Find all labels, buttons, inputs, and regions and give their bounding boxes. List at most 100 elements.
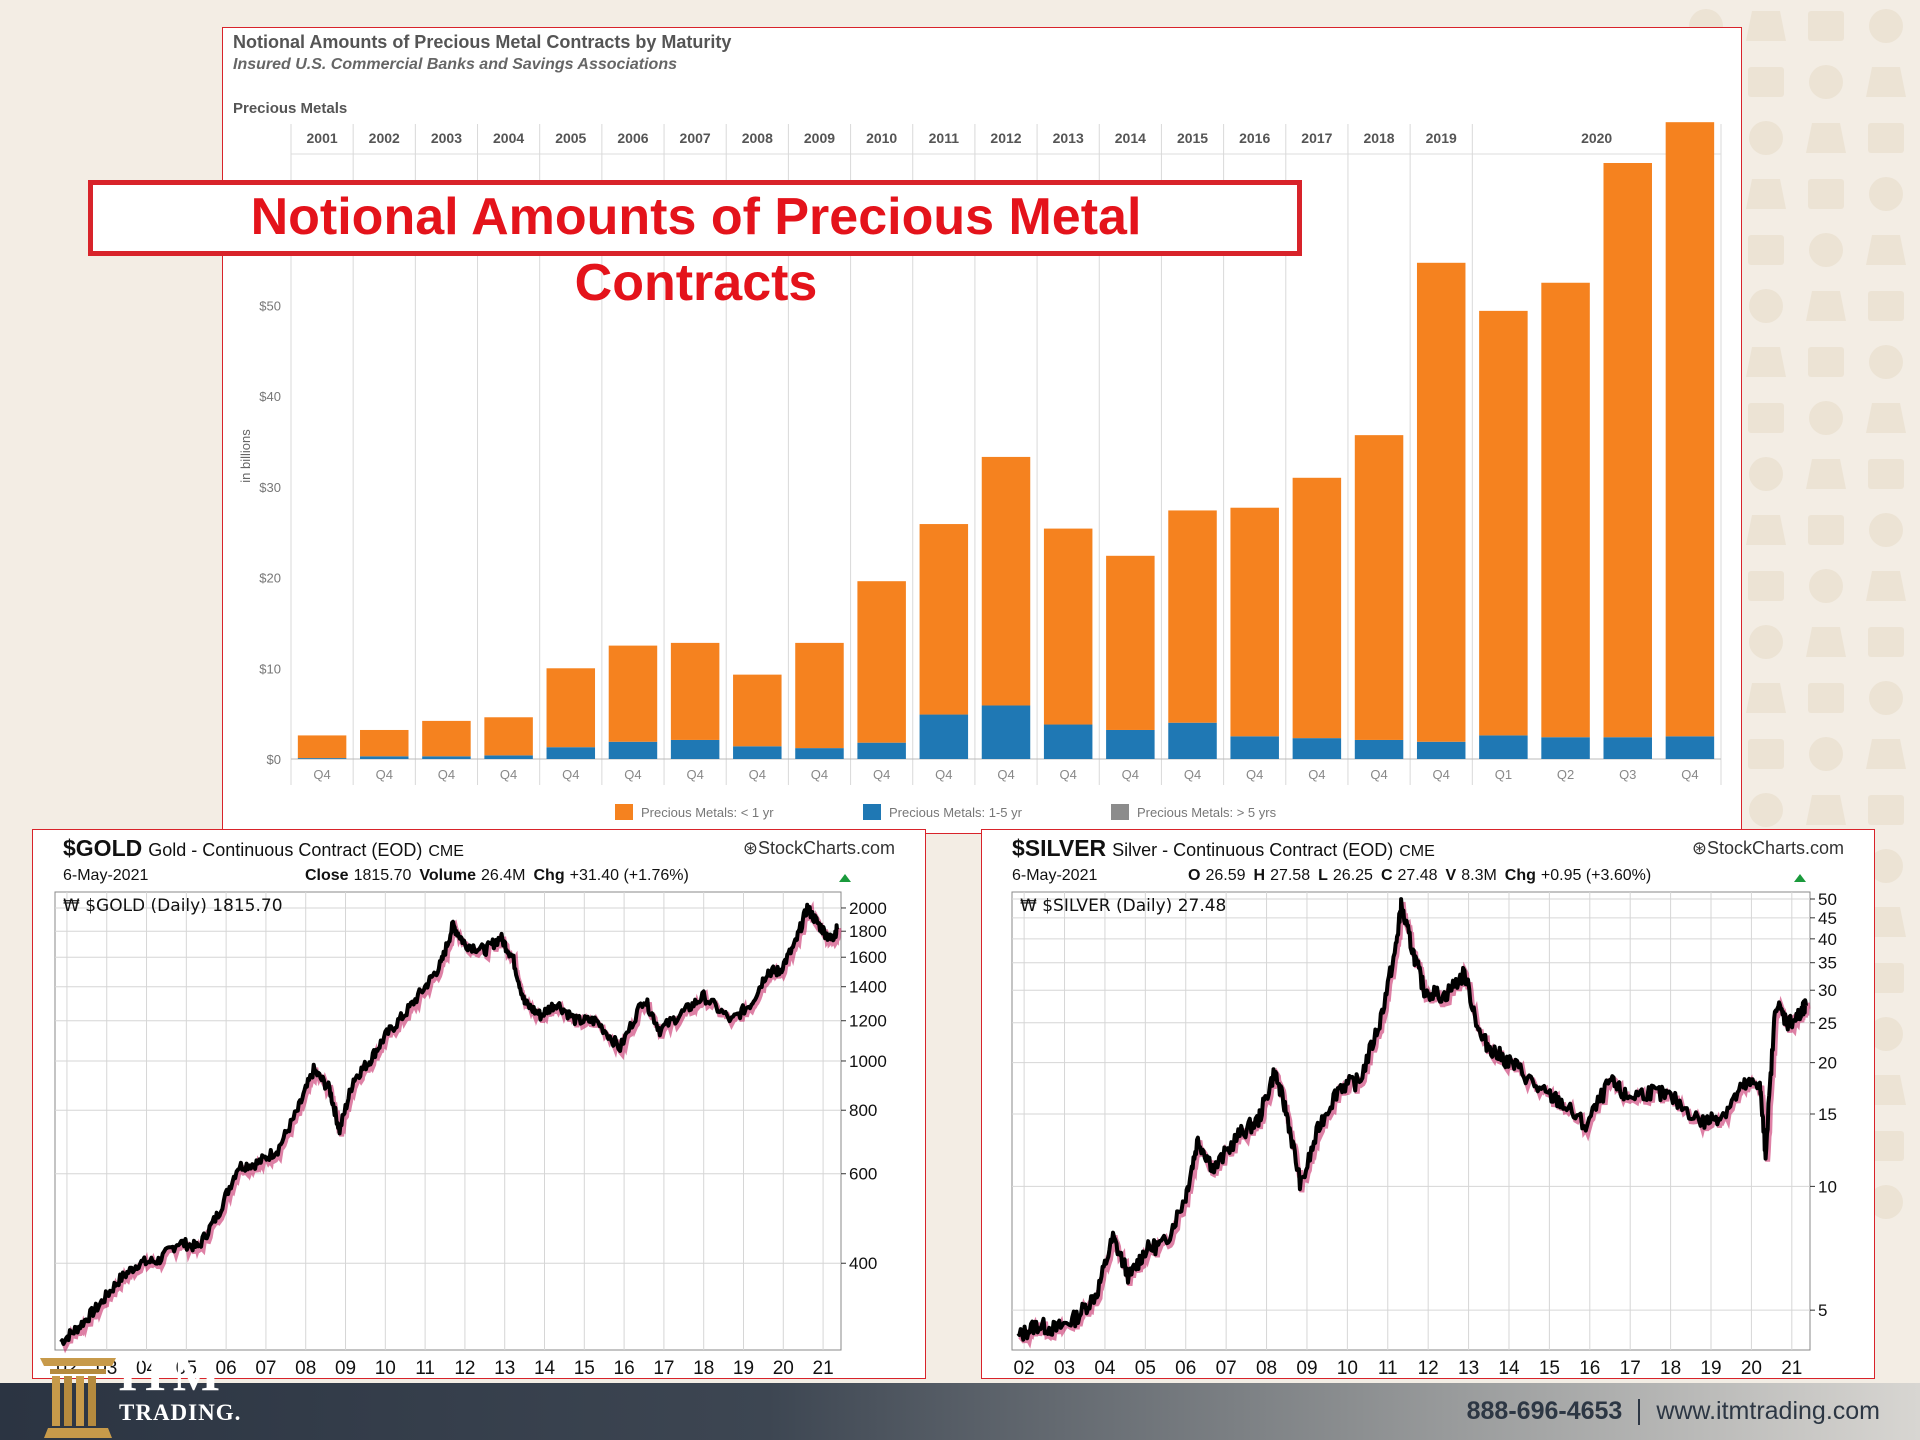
gold-chart-panel: $GOLD Gold - Continuous Contract (EOD) CME…	[32, 829, 926, 1379]
pattern-ingot	[1806, 291, 1846, 321]
quote-key: Chg	[1505, 867, 1536, 884]
pattern-ingot	[1746, 11, 1786, 41]
bar-1to5yr	[1416, 741, 1466, 759]
y-tick-label: $0	[267, 752, 281, 767]
price-line	[1016, 897, 1808, 1342]
bar-lt1yr	[1541, 282, 1590, 738]
bar-1to5yr	[422, 756, 471, 759]
exchange: CME	[428, 843, 464, 860]
x-tick-label: Q1	[1495, 767, 1512, 782]
pattern-circle	[1749, 793, 1783, 827]
bar-1to5yr	[360, 756, 409, 759]
pattern-circle	[1749, 457, 1783, 491]
x-tick-label: 02	[1014, 1358, 1035, 1378]
change-up-arrow-icon	[1794, 874, 1806, 882]
x-tick-label: 06	[1175, 1358, 1196, 1378]
quote-date: 6-May-2021	[1012, 867, 1097, 884]
pattern-ingot	[1806, 795, 1846, 825]
x-tick-label: 10	[375, 1358, 396, 1378]
footer-bar	[0, 1383, 1920, 1440]
x-tick-label: Q4	[873, 767, 890, 782]
year-header: 2010	[866, 130, 897, 146]
pattern-bar	[1748, 571, 1784, 601]
overlay-title: Notional Amounts of Precious Metal Contr…	[250, 188, 1142, 312]
contract-title: Silver - Continuous Contract (EOD)	[1112, 840, 1393, 860]
y-axis-label: in billions	[238, 429, 253, 483]
symbol-header: $SILVER Silver - Continuous Contract (EOD…	[1012, 835, 1435, 861]
year-header: 2014	[1115, 130, 1146, 146]
quote-value: 8.3M	[1461, 867, 1497, 884]
x-tick-label: 12	[454, 1358, 475, 1378]
bar-lt1yr	[1603, 163, 1652, 738]
bar-1to5yr	[1168, 722, 1217, 759]
year-header: 2020	[1581, 130, 1612, 146]
pattern-bar	[1748, 67, 1784, 97]
pattern-ingot	[1746, 179, 1786, 209]
bar-lt1yr	[1416, 262, 1466, 742]
symbol-header: $GOLD Gold - Continuous Contract (EOD) CME	[63, 835, 464, 861]
pattern-ingot	[1866, 1075, 1906, 1105]
logo-brand-subtext: TRADING.	[119, 1400, 242, 1425]
quote-value: 1815.70	[354, 867, 412, 884]
pattern-circle	[1809, 65, 1843, 99]
x-tick-label: Q4	[1681, 767, 1698, 782]
quote-key: V	[1446, 867, 1457, 884]
x-tick-label: 20	[773, 1358, 794, 1378]
x-tick-label: 05	[1135, 1358, 1156, 1378]
pattern-circle	[1869, 681, 1903, 715]
x-tick-label: 17	[1620, 1358, 1641, 1378]
x-tick-label: 03	[1054, 1358, 1075, 1378]
bar-1to5yr	[981, 705, 1031, 759]
y-tick-label: $40	[259, 389, 281, 404]
year-header: 2013	[1053, 130, 1084, 146]
x-tick-label: 12	[1418, 1358, 1439, 1378]
y-tick-label: 5	[1818, 1301, 1827, 1320]
bar-1to5yr	[857, 742, 906, 759]
footer-url[interactable]: www.itmtrading.com	[1656, 1397, 1880, 1425]
y-tick-label: 600	[849, 1165, 877, 1184]
year-header: 2005	[555, 130, 586, 146]
source-label: ⊛StockCharts.com	[743, 838, 895, 858]
bar-chart-section-label: Precious Metals	[233, 100, 347, 117]
year-header: 2012	[990, 130, 1021, 146]
pattern-circle	[1869, 849, 1903, 883]
pattern-ingot	[1806, 123, 1846, 153]
year-header: 2009	[804, 130, 835, 146]
x-tick-label: 06	[216, 1358, 237, 1378]
quote-line: Close 1815.70 Volume 26.4M Chg +31.40 (+1.76%…	[305, 867, 689, 884]
bar-1to5yr	[1603, 737, 1652, 759]
y-tick-label: $20	[259, 571, 281, 586]
pattern-ingot	[1866, 739, 1906, 769]
legend-swatch	[1111, 804, 1129, 820]
x-tick-label: 14	[1498, 1358, 1520, 1378]
pattern-ingot	[1746, 515, 1786, 545]
year-header: 2019	[1426, 130, 1457, 146]
footer-phone[interactable]: 888-696-4653	[1466, 1397, 1623, 1425]
pattern-bar	[1808, 179, 1844, 209]
bar-chart-title: Notional Amounts of Precious Metal Contr…	[233, 32, 731, 52]
pattern-circle	[1869, 177, 1903, 211]
x-tick-label: Q4	[376, 767, 393, 782]
pattern-circle	[1809, 569, 1843, 603]
year-header: 2008	[742, 130, 773, 146]
bar-lt1yr	[733, 674, 782, 747]
y-tick-label: 40	[1818, 930, 1837, 949]
x-tick-label: Q4	[500, 767, 517, 782]
quote-value: 26.25	[1333, 867, 1373, 884]
pattern-circle	[1869, 345, 1903, 379]
year-header: 2006	[617, 130, 648, 146]
bar-marks	[297, 122, 1715, 759]
x-tick-label: Q4	[686, 767, 703, 782]
bar-1to5yr	[795, 748, 844, 759]
pattern-circle	[1749, 289, 1783, 323]
bar-chart-subtitle: Insured U.S. Commercial Banks and Saving…	[233, 56, 677, 73]
x-tick-label: 13	[1458, 1358, 1479, 1378]
bar-lt1yr	[484, 717, 533, 756]
pattern-circle	[1749, 121, 1783, 155]
change-up-arrow-icon	[839, 874, 851, 882]
silver-chart-panel: $SILVER Silver - Continuous Contract (EOD…	[981, 829, 1875, 1379]
x-tick-label: 19	[733, 1358, 754, 1378]
quote-key: Volume	[419, 867, 476, 884]
y-tick-label: $50	[259, 298, 281, 313]
bar-chart-panel: Notional Amounts of Precious Metal Contr…	[222, 27, 1742, 834]
